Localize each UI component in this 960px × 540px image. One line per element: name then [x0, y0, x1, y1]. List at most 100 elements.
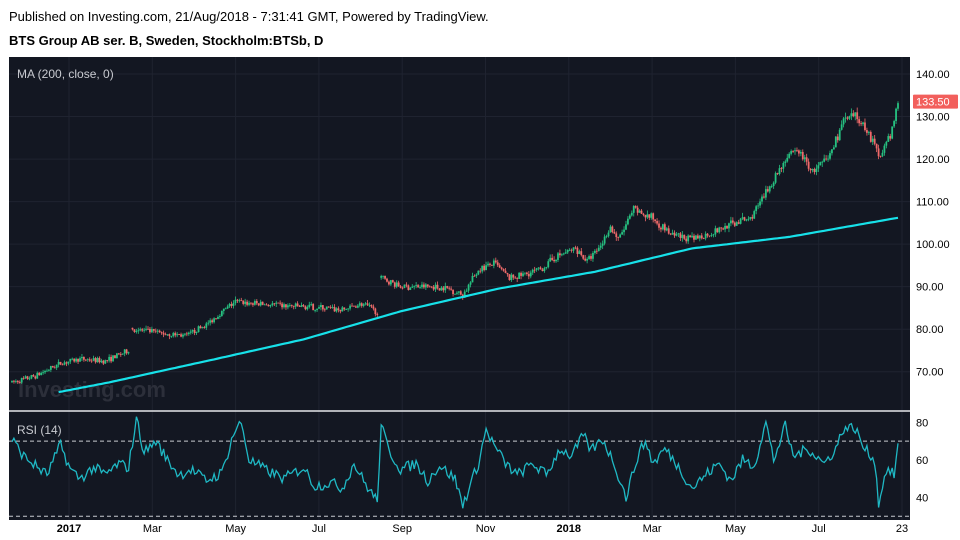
candle-body: [844, 117, 847, 119]
candle-body: [49, 366, 52, 370]
candle-body: [166, 334, 169, 336]
candle-body: [325, 306, 328, 310]
candle-body: [601, 243, 604, 246]
candle-body: [215, 318, 217, 320]
candle-body: [702, 238, 705, 240]
candle-body: [658, 223, 660, 228]
candle-body: [728, 223, 730, 229]
candle-body: [405, 284, 408, 286]
candle-body: [615, 233, 618, 238]
candle-body: [32, 375, 35, 377]
candle-body: [533, 269, 536, 271]
candle-body: [541, 269, 544, 272]
investing-watermark: Investing.com: [18, 377, 166, 402]
candle-body: [172, 333, 175, 337]
candle-body: [592, 252, 594, 259]
candle-body: [423, 284, 425, 288]
candle-body: [535, 268, 538, 270]
candle-body: [757, 205, 760, 207]
candle-body: [467, 284, 470, 291]
candle-body: [708, 235, 711, 237]
candle-body: [426, 284, 429, 287]
candle-body: [815, 168, 818, 173]
candle-body: [67, 361, 70, 364]
candle-body: [174, 333, 177, 336]
candle-body: [220, 310, 223, 316]
candle-body: [374, 308, 377, 315]
candle-body: [333, 306, 336, 312]
candle-body: [393, 282, 396, 287]
candle-body: [811, 169, 814, 171]
candle-body: [290, 305, 293, 306]
symbol-title: BTS Group AB ser. B, Sweden, Stockholm:B…: [9, 33, 324, 48]
candle-body: [500, 267, 503, 269]
candle-body: [632, 206, 635, 213]
price-axis[interactable]: 70.00 80.00 90.00 100.00 110.00 120.00 130.00 1…: [916, 69, 950, 379]
candle-body: [201, 327, 204, 329]
candle-body: [191, 330, 194, 332]
candle-body: [673, 232, 676, 236]
candle-body: [370, 304, 373, 307]
candle-body: [858, 119, 861, 124]
candle-body: [395, 282, 398, 287]
candle-body: [819, 162, 822, 166]
price-tick-label: 120.00: [916, 154, 950, 166]
rsi-indicator-label: RSI (14): [17, 423, 62, 437]
candle-body: [308, 304, 311, 308]
time-tick-label: Sep: [392, 523, 412, 535]
candle-body: [867, 131, 870, 133]
candle-body: [545, 267, 548, 269]
candle-body: [582, 255, 585, 259]
candle-body: [69, 358, 72, 362]
candle-body: [786, 157, 789, 162]
candle-body: [716, 228, 719, 233]
candle-body: [197, 326, 200, 333]
candle-body: [636, 207, 639, 213]
candle-body: [152, 329, 155, 331]
candle-body: [65, 362, 68, 364]
candle-body: [792, 151, 794, 152]
rsi-axis[interactable]: 40 60 80: [916, 417, 928, 504]
chart-canvas[interactable]: Investing.com MA (200, close, 0) RSI (14…: [0, 57, 960, 540]
candle-body: [508, 274, 511, 281]
candle-body: [399, 286, 402, 288]
candle-body: [92, 358, 95, 361]
candle-body: [557, 253, 559, 260]
candle-body: [16, 381, 19, 383]
candle-body: [304, 306, 307, 310]
candle-body: [347, 308, 350, 310]
candle-body: [407, 285, 410, 290]
candle-body: [621, 232, 623, 235]
candle-body: [147, 328, 149, 330]
candle-body: [158, 330, 161, 333]
candle-body: [613, 231, 616, 234]
candle-body: [759, 201, 761, 206]
candle-body: [22, 377, 25, 379]
candle-body: [51, 366, 54, 368]
candle-body: [164, 334, 167, 336]
candle-body: [294, 303, 297, 307]
candle-body: [897, 103, 899, 109]
candle-body: [199, 326, 202, 329]
candle-body: [679, 233, 682, 238]
candle-body: [735, 222, 738, 226]
candle-body: [848, 116, 851, 119]
candle-body: [710, 235, 713, 236]
price-tick-label: 70.00: [916, 367, 944, 379]
candle-body: [131, 327, 134, 330]
time-axis[interactable]: 2017 Mar May Jul Sep Nov 2018 Mar May Jul 23: [57, 523, 908, 535]
candle-body: [660, 227, 662, 230]
candle-body: [885, 141, 888, 146]
candle-body: [360, 303, 363, 306]
candle-body: [821, 161, 824, 163]
candle-body: [257, 303, 260, 306]
candle-body: [770, 186, 773, 187]
candle-body: [737, 222, 740, 224]
candle-body: [321, 305, 324, 310]
candle-body: [860, 123, 862, 125]
candle-body: [489, 263, 491, 265]
candle-body: [543, 268, 546, 272]
candle-body: [193, 330, 196, 333]
candle-body: [450, 288, 453, 290]
candle-body: [852, 113, 855, 117]
